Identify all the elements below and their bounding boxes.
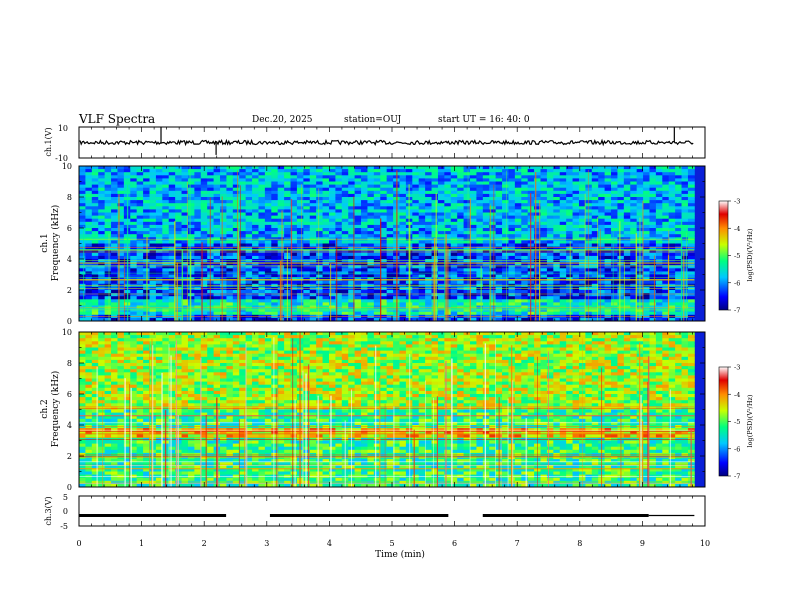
x-tick-label: 2: [202, 539, 207, 548]
ch1-spectrogram-ytick-label: 8: [67, 193, 72, 202]
ch1-waveform-panel: 10 -10 ch.1(V): [44, 124, 706, 163]
ch1-spectrogram-ytick-label: 4: [67, 255, 72, 264]
x-tick-label: 6: [452, 539, 457, 548]
ch2-spectrogram-ylabel-line1: ch.2: [40, 399, 50, 418]
ch1-waveform-trace: [79, 138, 694, 147]
station-label: station=OUJ: [344, 115, 402, 125]
x-tick-label: 9: [640, 539, 645, 548]
x-tick-label: 3: [264, 539, 269, 548]
colorbar-tick-label: -7: [734, 307, 740, 315]
x-tick-label: 0: [76, 539, 81, 548]
ch1-ytick-bottom: -10: [55, 154, 68, 163]
ch3-ytick-bottom: -5: [60, 522, 68, 531]
ch1-colorbar-label: log(PSD)(V²/Hz): [746, 228, 754, 281]
colorbar-tick-label: -4: [734, 391, 740, 399]
x-tick-label: 5: [389, 539, 394, 548]
colorbar-tick-label: -4: [734, 225, 740, 233]
ch2-spectrogram-ylabel-line2: Frequency (kHz): [50, 371, 61, 448]
page-title: VLF Spectra: [79, 112, 156, 126]
ch1-spectrogram-ytick-label: 0: [67, 317, 72, 326]
ch2-spectrogram-ytick-label: 10: [62, 328, 72, 337]
colorbar-tick-label: -6: [734, 279, 740, 287]
ch1-spectrogram-ylabel-line1: ch.1: [40, 233, 50, 252]
ch1-spectrogram-ylabel-line2: Frequency (kHz): [50, 205, 61, 282]
ch2-spectrogram-ytick-label: 6: [67, 390, 72, 399]
x-tick-label: 10: [700, 539, 710, 548]
ch1-spectrogram-panel: 0 2 4 6 8 10 ch.1 Frequency (kHz): [40, 162, 706, 326]
ch2-spectrogram: [79, 332, 695, 488]
x-tick-label: 1: [139, 539, 144, 548]
ch1-colorbar: -3 -4 -5 -6 -7 log(PSD)(V²/Hz): [718, 198, 754, 315]
ch2-colorbar-label: log(PSD)(V²/Hz): [746, 394, 754, 447]
ch2-spectrogram-ytick-label: 2: [67, 452, 72, 461]
x-tick-label: 7: [515, 539, 520, 548]
x-tick-label: 4: [327, 539, 332, 548]
ch3-ylabel: ch.3(V): [44, 496, 53, 525]
start-time-label: start UT = 16: 40: 0: [438, 115, 530, 125]
date-label: Dec.20, 2025: [252, 115, 313, 125]
ch1-ytick-top: 10: [58, 124, 68, 133]
x-tick-label: 8: [577, 539, 582, 548]
ch2-spectrogram-panel: 0 2 4 6 8 10 ch.2 Frequency (kHz): [40, 328, 706, 492]
ch2-spectrogram-ytick-label: 0: [67, 483, 72, 492]
ch3-signal-panel: 5 0 -5 ch.3(V) 0 1 2 3 4 5 6 7 8 9 10 Time (min): [44, 493, 710, 560]
colorbar-tick-label: -5: [734, 418, 740, 426]
colorbar-tick-label: -7: [734, 473, 740, 481]
ch2-spectrogram-ytick-label: 4: [67, 421, 72, 430]
ch1-spectrogram-ytick-label: 6: [67, 224, 72, 233]
colorbar-tick-label: -3: [734, 364, 740, 372]
ch1-spectrogram-ytick-label: 10: [62, 162, 72, 171]
ch2-colorbar: -3 -4 -5 -6 -7 log(PSD)(V²/Hz): [718, 364, 754, 481]
ch2-spectrogram-ytick-label: 8: [67, 359, 72, 368]
ch1-ylabel: ch.1(V): [44, 127, 53, 156]
ch3-ytick-middle: 0: [63, 507, 68, 516]
colorbar-tick-label: -6: [734, 445, 740, 453]
colorbar-tick-label: -3: [734, 198, 740, 206]
ch1-spectrogram-ytick-label: 2: [67, 286, 72, 295]
colorbar-tick-label: -5: [734, 252, 740, 260]
x-axis-label: Time (min): [375, 549, 425, 560]
ch1-spectrogram: [79, 166, 695, 322]
ch3-ytick-top: 5: [63, 493, 68, 502]
